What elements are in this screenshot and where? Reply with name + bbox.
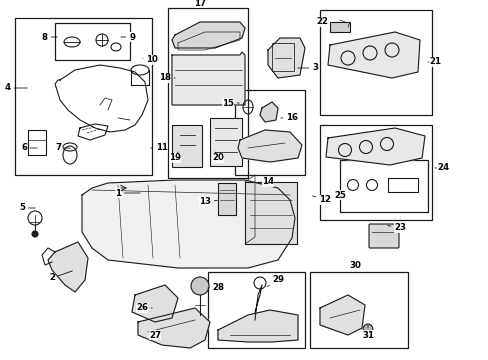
Text: 11: 11 [150,144,168,153]
Bar [387,178,417,192]
Bar [218,183,236,215]
Bar [329,22,349,32]
Text: 29: 29 [267,275,284,287]
Polygon shape [82,180,294,268]
Bar [168,8,247,178]
Text: 21: 21 [427,58,440,67]
Text: 20: 20 [212,152,224,162]
Bar [339,160,427,212]
Text: 17: 17 [194,0,205,8]
Text: 8: 8 [42,32,57,41]
Bar [55,23,130,60]
Text: 2: 2 [49,271,72,283]
Circle shape [191,277,208,295]
Polygon shape [48,242,88,292]
Polygon shape [260,102,278,122]
Text: 4: 4 [5,84,27,93]
Text: 24: 24 [434,163,448,172]
Polygon shape [132,285,178,322]
Text: 23: 23 [387,224,405,233]
Bar [235,90,305,175]
Circle shape [32,231,38,237]
FancyBboxPatch shape [368,224,398,248]
Text: 26: 26 [136,303,152,312]
Text: 9: 9 [121,32,135,41]
Polygon shape [218,310,297,342]
Text: 27: 27 [149,328,162,339]
Bar [271,43,293,71]
Text: 18: 18 [159,73,175,82]
Text: 28: 28 [207,284,224,292]
Polygon shape [325,128,424,165]
Text: 14: 14 [262,177,273,186]
Text: 30: 30 [348,261,360,270]
Text: 1: 1 [115,189,140,198]
Text: 7: 7 [55,144,70,153]
Polygon shape [319,295,364,335]
Polygon shape [267,38,305,78]
Text: 16: 16 [280,113,297,122]
Bar [15,18,152,175]
Polygon shape [238,130,302,162]
Text: 13: 13 [199,198,217,207]
Bar [172,125,202,167]
Bar [207,272,305,348]
Bar [28,130,46,155]
Text: 3: 3 [297,63,317,72]
Polygon shape [172,22,244,48]
Polygon shape [138,308,209,348]
Text: 10: 10 [142,55,158,64]
Bar [309,272,407,348]
Polygon shape [327,32,419,78]
Text: 15: 15 [222,99,239,108]
Ellipse shape [362,324,372,336]
Text: 31: 31 [361,325,373,339]
Text: 25: 25 [333,190,345,199]
Text: 6: 6 [21,144,37,153]
Text: 22: 22 [315,18,327,27]
Bar [244,182,296,244]
Bar [319,10,431,115]
Bar [209,118,242,166]
Text: 5: 5 [19,203,35,212]
Bar [319,125,431,220]
Text: 19: 19 [169,152,181,162]
Text: 12: 12 [312,195,330,204]
Polygon shape [172,52,244,105]
